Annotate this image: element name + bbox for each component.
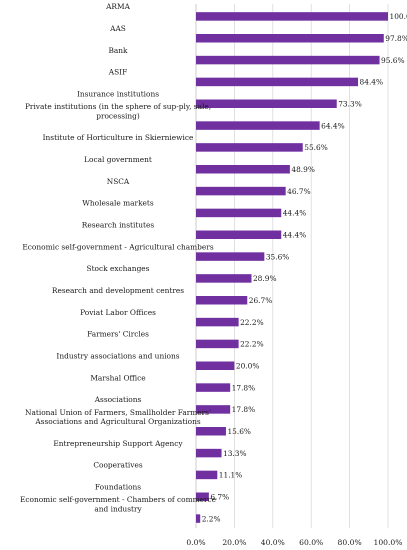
data-label: 35.6% (266, 252, 289, 261)
data-label: 26.7% (249, 296, 272, 305)
data-label: 48.9% (291, 165, 314, 174)
category-labels: ARMA AAS Bank ASIF Insurance institutions Pri… (20, 2, 216, 513)
data-label: 13.3% (223, 449, 246, 458)
category-label: Bank (108, 46, 128, 55)
data-label: 95.6% (381, 56, 404, 65)
bar (196, 34, 384, 43)
bar (196, 55, 380, 65)
data-label: 2.2% (202, 514, 221, 523)
bar (196, 252, 265, 261)
bar (196, 230, 282, 239)
x-tick-label: 40.0% (261, 538, 285, 547)
bar (196, 405, 231, 414)
data-label: 46.7% (287, 187, 310, 196)
category-label: National Union of Farmers, Smallholder F… (25, 408, 211, 417)
data-label: 84.4% (360, 78, 383, 87)
category-label: ASIF (108, 68, 127, 77)
data-label: 6.7% (210, 492, 229, 501)
bar (196, 186, 286, 196)
data-label: 28.9% (253, 274, 276, 283)
x-tick-label: 60.0% (299, 538, 323, 547)
data-label: 73.3% (338, 99, 361, 108)
data-label: 17.8% (232, 383, 255, 392)
category-label: Farmers' Circles (87, 330, 149, 339)
data-label: 100.0% (390, 12, 407, 21)
category-label: Marshal Office (90, 373, 145, 382)
x-tick-label: 0.0% (186, 538, 205, 547)
bar (196, 383, 231, 392)
category-label: Local government (84, 155, 152, 164)
bars (196, 12, 388, 523)
bar (196, 492, 209, 501)
data-label: 20.0% (236, 361, 259, 370)
category-label: processing) (96, 111, 140, 120)
bar (196, 143, 303, 152)
bar (196, 339, 239, 349)
category-label: Wholesale markets (82, 199, 154, 208)
bar (196, 470, 218, 480)
data-label: 22.2% (240, 340, 263, 349)
bar (196, 427, 226, 436)
x-tick-label: 20.0% (222, 538, 246, 547)
data-label: 17.8% (232, 405, 255, 414)
x-tick-label: 100.0% (374, 538, 403, 547)
category-label: Associations (94, 395, 142, 404)
category-label: Stock exchanges (87, 264, 150, 273)
category-label: AAS (109, 24, 126, 33)
data-label: 22.2% (240, 318, 263, 327)
category-label: ARMA (105, 2, 130, 11)
bar (196, 12, 388, 21)
x-tick-label: 80.0% (338, 538, 362, 547)
bar (196, 317, 239, 327)
category-label: Economic self-government - Agricultural … (22, 242, 213, 251)
value-labels: 100.0% 97.8% 95.6% 84.4% 73.3% 64.4% 55.6% 48.9… (202, 12, 407, 523)
bar (196, 296, 248, 305)
bar (196, 514, 201, 523)
category-label: Poviat Labor Offices (80, 308, 156, 317)
data-label: 15.6% (227, 427, 250, 436)
data-label: 44.4% (283, 209, 306, 218)
category-label: Entrepreneurship Support Agency (53, 439, 183, 448)
category-label: Research institutes (82, 221, 155, 230)
bar (196, 361, 235, 370)
data-label: 97.8% (385, 34, 407, 43)
data-label: 64.4% (321, 121, 344, 130)
x-axis-tick-labels: 0.0% 20.0% 40.0% 60.0% 80.0% 100.0% (186, 538, 402, 547)
gridlines (195, 4, 389, 528)
category-label: Industry associations and unions (56, 352, 179, 361)
category-label: Research and development centres (52, 286, 184, 295)
bar (196, 77, 359, 87)
data-label: 11.1% (219, 471, 242, 480)
category-label: NSCA (107, 177, 130, 186)
bar (196, 274, 252, 283)
bar (196, 121, 320, 130)
bar (196, 165, 290, 174)
category-label: Cooperatives (93, 461, 142, 470)
category-label: Associations and Agricultural Organizati… (34, 417, 201, 426)
data-label: 44.4% (283, 230, 306, 239)
category-label: Economic self-government - Chambers of c… (20, 495, 216, 504)
category-label: Private institutions (in the sphere of s… (25, 102, 211, 111)
bar (196, 99, 337, 108)
data-label: 55.6% (304, 143, 327, 152)
category-label: Institute of Horticulture in Skierniewic… (43, 133, 194, 142)
bar (196, 208, 282, 218)
category-label: Insurance institutions (77, 90, 159, 99)
category-label: Foundations (95, 483, 141, 492)
bar (196, 448, 222, 458)
category-label: and industry (94, 504, 142, 513)
